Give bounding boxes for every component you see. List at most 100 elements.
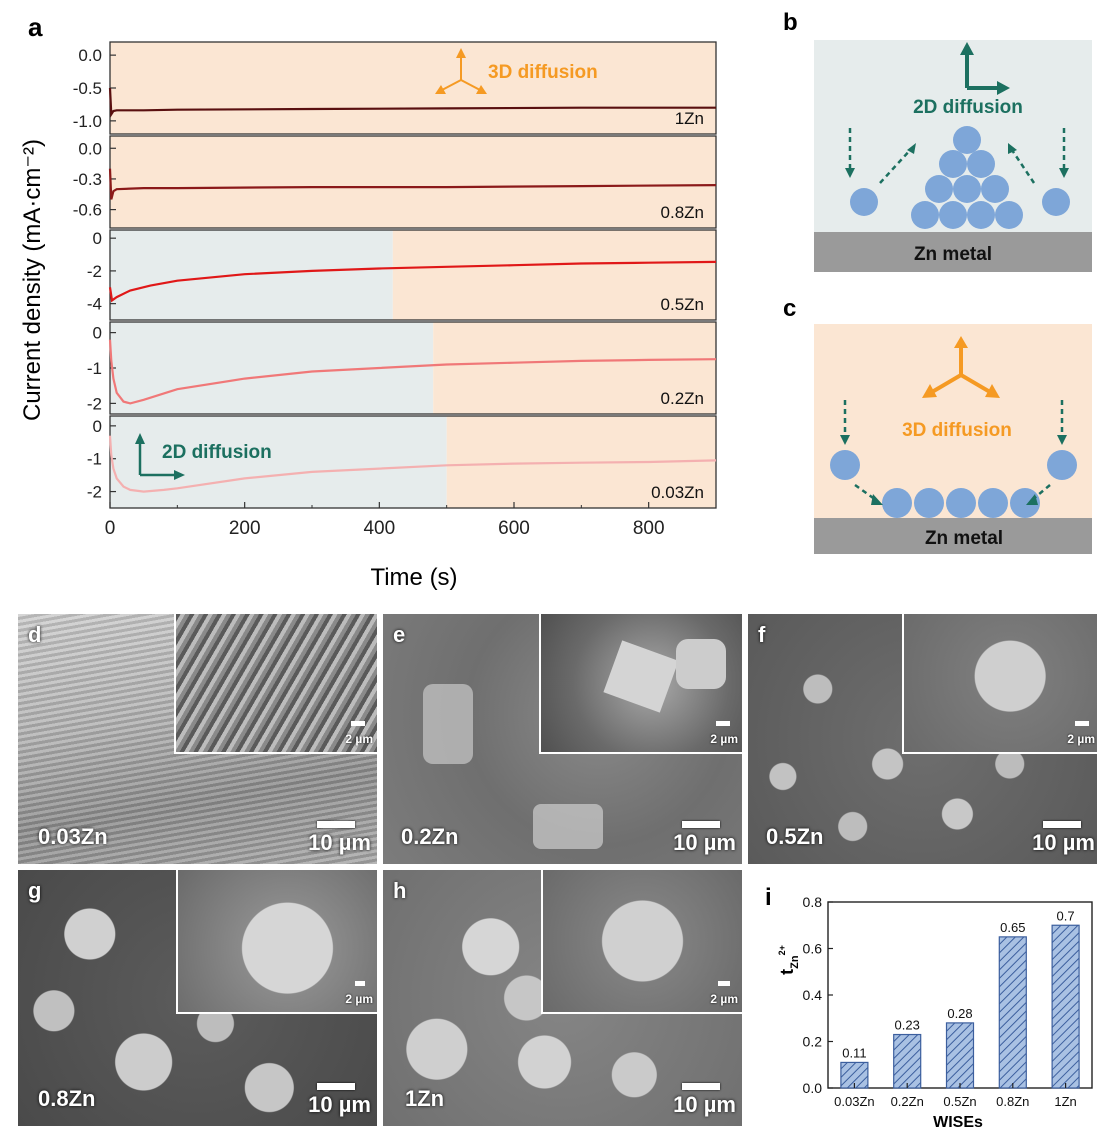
sem-image-e: 2 µm e 0.2Zn 10 µm [383, 614, 742, 864]
panel-b-label: 2D diffusion [913, 97, 1023, 118]
y-tick-label: 0.0 [78, 139, 102, 158]
inset-scale-bar [1075, 721, 1089, 726]
sem-letter: g [28, 878, 42, 903]
x-tick-label: 1Zn [1054, 1094, 1076, 1109]
annotation-2d-diffusion: 2D diffusion [162, 442, 272, 463]
icon-stroke [460, 79, 481, 91]
x-tick-label: 400 [363, 518, 395, 539]
sem-inset-g: 2 µm [176, 870, 377, 1014]
y-tick-label: -2 [87, 394, 102, 413]
sem-letter: f [758, 622, 766, 647]
panel-c-substrate-label: Zn metal [925, 528, 1003, 549]
y-tick-label: 0 [93, 324, 102, 343]
annotation-3d-diffusion: 3D diffusion [488, 62, 598, 83]
y-tick-label: 0.0 [803, 1080, 823, 1096]
series-line-0.2Zn [108, 339, 717, 405]
scale-label: 10 µm [1032, 830, 1095, 855]
sem-sample-label: 0.2Zn [401, 824, 459, 849]
bar-value-label: 0.11 [842, 1045, 866, 1060]
panel-b-substrate-label: Zn metal [914, 244, 992, 265]
shading-region-3D [433, 322, 716, 414]
y-tick-label: -0.5 [73, 79, 102, 98]
scale-label: 10 µm [308, 830, 371, 855]
shading-region-2D [110, 230, 393, 320]
sem-letter: h [393, 878, 407, 903]
bar-value-label: 0.28 [947, 1006, 972, 1021]
y-tick-label: -1 [87, 450, 102, 469]
sem-image-f: 2 µm f 0.5Zn 10 µm [748, 614, 1097, 864]
inset-scale-bar [351, 721, 365, 726]
y-tick-label: 0.0 [78, 46, 102, 65]
panel-c-schematic: Zn metal 3D diffusion [814, 324, 1092, 554]
x-tick-label: 0 [105, 518, 116, 539]
y-tick-label: 0.2 [803, 1034, 823, 1050]
scale-label: 10 µm [673, 830, 736, 855]
sem-sample-label: 0.03Zn [38, 824, 108, 849]
bar-0.8Zn [998, 936, 1027, 1089]
series-line-1Zn [108, 87, 716, 118]
inset-scale-bar [355, 981, 365, 986]
inset-scale-label: 2 µm [345, 732, 373, 746]
series-label-1Zn: 1Zn [675, 109, 704, 128]
icon-arrowhead [456, 48, 466, 58]
scale-bar [317, 821, 355, 828]
bar-1Zn [1051, 924, 1080, 1089]
bar-value-label: 0.65 [1000, 920, 1025, 935]
inset-scale-bar [716, 721, 730, 726]
sem-letter: d [28, 622, 42, 647]
series-line-0.5Zn [108, 260, 717, 303]
panel-a-ylabel: Current density (mA·cm⁻²) [19, 139, 46, 421]
y-tick-label: 0.6 [803, 941, 823, 957]
panel-b-schematic: Zn metal 2D diffusion [814, 40, 1092, 272]
sem-image-h: 2 µm h 1Zn 10 µm [383, 870, 742, 1126]
y-tick-label: -0.3 [73, 170, 102, 189]
sem-inset-d: 2 µm [174, 614, 377, 754]
y-tick-label: 0.4 [803, 987, 823, 1003]
panel-i-xlabel: WISEs [933, 1114, 983, 1131]
panel-c-label: 3D diffusion [902, 420, 1012, 441]
sem-inset-e: 2 µm [539, 614, 742, 754]
inset-scale-bar [718, 981, 730, 986]
series-line-0.03Zn [108, 435, 717, 493]
scale-label: 10 µm [673, 1092, 736, 1117]
panel-a-letter: a [28, 12, 43, 42]
inset-scale-label: 2 µm [345, 992, 373, 1006]
scale-bar [682, 821, 720, 828]
x-tick-label: 0.03Zn [834, 1094, 874, 1109]
bar-value-label: 0.7 [1057, 908, 1075, 923]
panel-b-letter: b [783, 9, 798, 36]
panel-i-letter: i [765, 884, 772, 911]
panel-c-substrate [814, 518, 1092, 554]
scale-bar [1043, 821, 1081, 828]
bar-0.2Zn [893, 1033, 922, 1089]
panel-i-bar-chart: 0.0 0.2 0.4 0.6 0.8 0.11 0.03Zn 0.23 0.2Zn 0.28 0.… [803, 894, 1093, 1109]
diffusion-arrows [848, 128, 1066, 184]
y-tick-label: 0.8 [803, 894, 823, 910]
series-label-0.5Zn: 0.5Zn [661, 295, 704, 314]
bar-0.5Zn [945, 1022, 975, 1089]
shading-region-3D [110, 136, 716, 228]
scale-label: 10 µm [308, 1092, 371, 1117]
inset-scale-label: 2 µm [710, 732, 738, 746]
series-line-0.8Zn [108, 168, 717, 200]
y-tick-label: -0.6 [73, 201, 102, 220]
icon-arrowhead [174, 470, 185, 480]
subplot-frame [109, 229, 717, 321]
x-tick-label: 0.8Zn [996, 1094, 1029, 1109]
y-tick-label: 0 [93, 229, 102, 248]
series-label-0.2Zn: 0.2Zn [661, 389, 704, 408]
scale-bar [317, 1083, 355, 1090]
sem-image-g: 2 µm g 0.8Zn 10 µm [18, 870, 377, 1126]
y-tick-label: -2 [87, 262, 102, 281]
x-tick-label: 200 [229, 518, 261, 539]
x-tick-label: 800 [633, 518, 665, 539]
shading-region-2D [110, 416, 447, 508]
sem-image-d: 2 µm d 0.03Zn 10 µm [18, 614, 377, 864]
icon-stroke [441, 79, 462, 91]
2d-diffusion-axes-icon [960, 42, 1010, 95]
x-tick-label: 0.2Zn [891, 1094, 924, 1109]
inset-scale-label: 2 µm [1067, 732, 1095, 746]
icon-arrowhead [435, 85, 446, 94]
